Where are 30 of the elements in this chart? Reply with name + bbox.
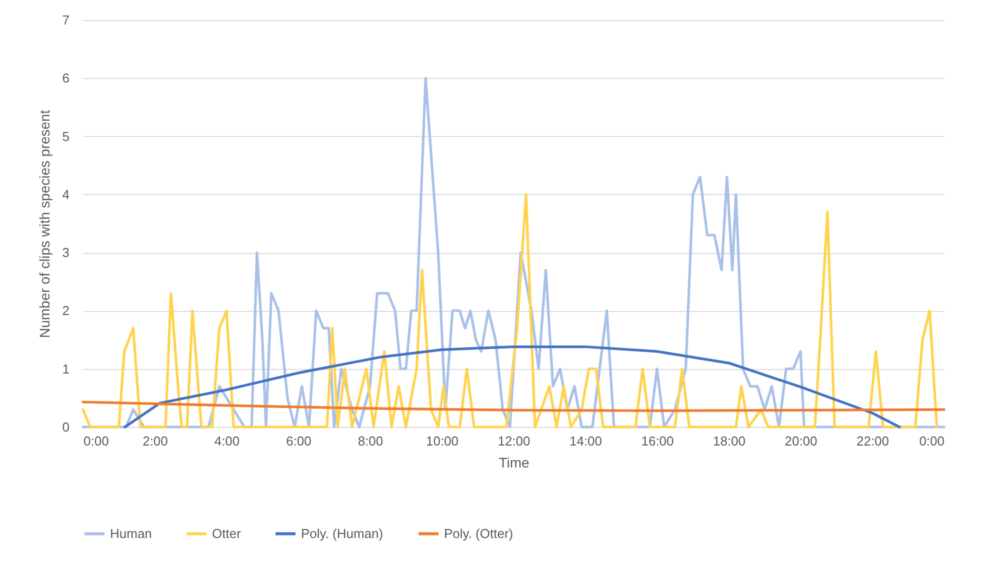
x-tick-label: 0:00 bbox=[84, 434, 109, 448]
x-axis-title: Time bbox=[498, 454, 530, 470]
y-tick-label: 2 bbox=[62, 303, 70, 318]
x-tick-label: 16:00 bbox=[641, 434, 674, 448]
x-tick-label: 18:00 bbox=[712, 434, 746, 448]
y-tick-label: 3 bbox=[62, 245, 70, 260]
y-tick-label: 6 bbox=[62, 70, 70, 86]
legend-label: Human bbox=[110, 526, 152, 541]
line-series bbox=[82, 400, 946, 412]
x-tick-label: 12:00 bbox=[498, 434, 530, 448]
x-tick-label: 6:00 bbox=[286, 434, 312, 448]
x-tick-label: 4:00 bbox=[214, 434, 240, 448]
x-tick-label: 10:00 bbox=[426, 434, 459, 448]
x-tick-label: 14:00 bbox=[569, 434, 602, 448]
y-tick-label: 7 bbox=[62, 12, 70, 28]
x-tick-label: 2:00 bbox=[142, 434, 168, 448]
y-tick-label: 5 bbox=[62, 128, 70, 144]
x-tick-label: 0:00 bbox=[919, 434, 944, 448]
x-tick-label: 8:00 bbox=[358, 434, 384, 448]
line-series bbox=[124, 345, 901, 428]
y-axis-title: Number of clips with species present bbox=[36, 110, 52, 338]
legend-label: Otter bbox=[212, 526, 242, 541]
legend-label: Poly. (Otter) bbox=[444, 526, 514, 541]
y-tick-label: 1 bbox=[62, 361, 70, 376]
legend-label: Poly. (Human) bbox=[301, 526, 384, 541]
y-tick-label: 4 bbox=[62, 186, 70, 202]
y-tick-label: 0 bbox=[62, 420, 70, 434]
x-tick-label: 22:00 bbox=[856, 434, 890, 448]
x-tick-label: 20:00 bbox=[784, 434, 818, 448]
line-series bbox=[82, 193, 938, 428]
